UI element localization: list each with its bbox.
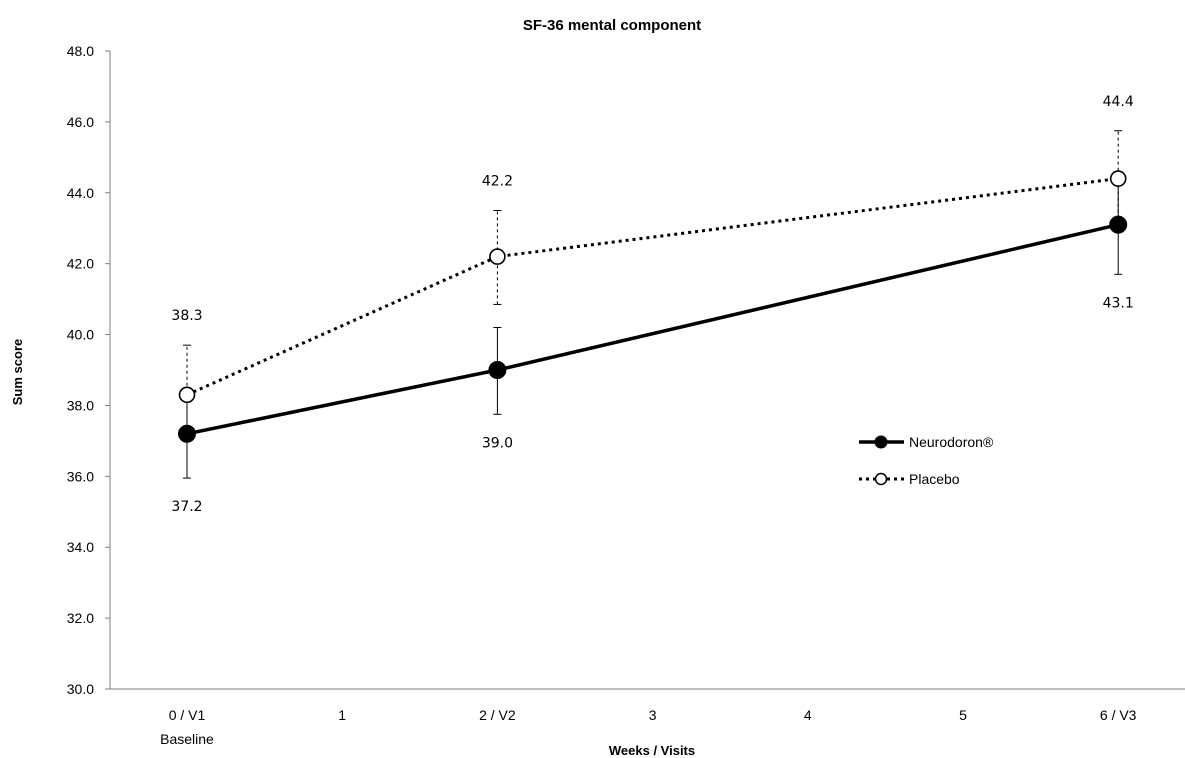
series-lines	[186, 177, 1119, 436]
chart-title: SF-36 mental component	[523, 17, 701, 34]
data-label: 44.4	[1103, 94, 1134, 110]
x-axis-title: Weeks / Visits	[609, 743, 695, 758]
marker-open-circle	[178, 386, 196, 404]
data-label: 42.2	[482, 174, 513, 190]
marker-open-circle	[489, 248, 506, 265]
legend: Neurodoron® Placebo	[859, 434, 994, 487]
marker-filled-circle	[488, 361, 507, 379]
x-tick-label: 2 / V2	[479, 707, 516, 723]
x-tick-label: 1	[338, 707, 346, 723]
x-tick-label: 4	[804, 707, 812, 723]
y-tick-label: 38.0	[67, 397, 94, 413]
y-tick-label: 34.0	[67, 539, 94, 555]
legend-marker-filled	[874, 435, 888, 449]
data-label: 39.0	[482, 435, 513, 451]
y-tick-label: 44.0	[67, 185, 94, 201]
series-line-neurodoron	[186, 222, 1119, 436]
marker-filled-circle	[1109, 215, 1128, 234]
legend-label: Neurodoron®	[909, 434, 994, 450]
x-tick-label: 3	[649, 707, 657, 723]
error-bars	[183, 130, 1123, 479]
legend-label: Placebo	[909, 471, 960, 487]
y-tick-label: 30.0	[67, 681, 94, 697]
y-tick-label: 40.0	[67, 327, 94, 343]
y-tick-label: 48.0	[67, 43, 94, 59]
y-tick-label: 32.0	[67, 610, 94, 626]
marker-filled-circle	[178, 424, 196, 443]
axes	[109, 51, 1185, 690]
y-tick-label: 42.0	[67, 256, 94, 272]
series-markers	[178, 170, 1128, 443]
data-label: 37.2	[171, 499, 202, 515]
legend-marker-open	[874, 472, 888, 486]
series-line-placebo	[186, 177, 1119, 397]
y-tick-label: 46.0	[67, 114, 94, 130]
y-tick-label: 36.0	[67, 468, 94, 484]
data-label: 38.3	[171, 308, 202, 324]
x-tick-label: 0 / V1	[169, 707, 206, 723]
x-tick-sublabel: Baseline	[160, 731, 214, 747]
marker-open-circle	[1109, 170, 1127, 187]
x-ticks: 0 / V1 Baseline 1 2 / V2 3 4 5 6 / V3	[160, 707, 1137, 747]
y-ticks: 30.0 32.0 34.0 36.0 38.0 40.0 42.0 44.0 46.0 48.0	[67, 43, 110, 697]
data-label: 43.1	[1103, 295, 1134, 311]
y-axis-title: Sum score	[10, 339, 25, 405]
x-tick-label: 6 / V3	[1100, 707, 1137, 723]
x-tick-label: 5	[959, 707, 967, 723]
data-labels: 37.2 39.0 43.1 38.3 42.2 44.4	[171, 94, 1133, 515]
